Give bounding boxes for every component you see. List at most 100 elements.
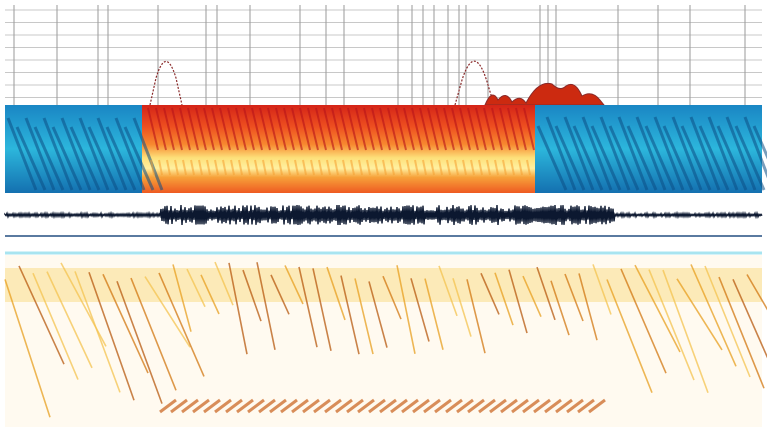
- hot-streak: [259, 107, 271, 151]
- cool-streak: [689, 116, 721, 191]
- spectro-streak-low: [170, 398, 188, 414]
- spectro-streak: [130, 277, 177, 391]
- spectro-streak-low: [214, 398, 232, 414]
- hot-streak: [323, 107, 335, 151]
- hot-streak: [406, 159, 411, 176]
- waveform-trace: [4, 204, 763, 226]
- hot-streak: [198, 159, 203, 176]
- cool-streak: [33, 126, 65, 191]
- hot-streak: [182, 159, 187, 176]
- spectro-streak: [186, 268, 206, 308]
- spectro-streak-low: [269, 398, 287, 414]
- hot-streak: [339, 107, 351, 151]
- spectro-streak: [4, 279, 51, 418]
- hot-streak: [286, 159, 291, 176]
- hot-streak: [443, 107, 455, 151]
- cool-streak: [536, 125, 568, 191]
- cool-streak: [725, 116, 757, 191]
- spectro-streak: [18, 265, 65, 365]
- hot-streak: [342, 159, 347, 176]
- cool-streak: [78, 117, 110, 191]
- hot-streak: [206, 159, 211, 176]
- spectrogram: [4, 255, 767, 427]
- cool-streak: [15, 126, 47, 191]
- spectro-streak: [410, 278, 430, 342]
- hot-streak: [190, 159, 195, 176]
- hot-streak: [147, 107, 159, 151]
- cool-streak: [51, 126, 83, 191]
- spectro-streak-low: [555, 398, 573, 414]
- hot-streak: [262, 159, 267, 176]
- envelope-peak: [454, 60, 495, 106]
- envelope-cluster: [484, 82, 606, 106]
- cool-streak: [581, 116, 613, 191]
- spectro-streak-low: [302, 398, 320, 414]
- spectro-streak-low: [324, 398, 342, 414]
- hot-streak: [243, 107, 255, 151]
- cool-streak: [96, 117, 128, 191]
- hot-streak: [438, 159, 443, 176]
- hot-streak: [334, 159, 339, 176]
- hot-streak: [174, 159, 179, 176]
- hot-streak: [195, 107, 207, 151]
- cool-streak: [617, 116, 649, 191]
- hot-streak: [374, 159, 379, 176]
- spectro-streak-low: [280, 398, 298, 414]
- hot-streak: [150, 159, 155, 176]
- hot-streak: [422, 159, 427, 176]
- hot-streak: [171, 107, 183, 151]
- spectro-streak: [606, 279, 653, 394]
- hot-streak: [203, 107, 215, 151]
- detector-plot-background: [5, 5, 762, 105]
- spectro-streak-low: [588, 398, 606, 414]
- hot-streak: [366, 159, 371, 176]
- spectrogram-streaks: [4, 261, 767, 418]
- cool-streak: [60, 117, 92, 191]
- activity-texture: [6, 107, 767, 191]
- spectro-streak: [214, 261, 234, 306]
- spectro-streak-low: [346, 398, 364, 414]
- spectro-streak: [354, 278, 374, 355]
- spectro-streak-low: [577, 398, 595, 414]
- spectro-streak: [116, 280, 163, 404]
- hot-streak: [499, 107, 511, 151]
- spectro-streak: [270, 274, 290, 315]
- spectrogram-band: [5, 268, 762, 302]
- hot-streak: [347, 107, 359, 151]
- spectro-streak-low: [247, 398, 265, 414]
- cool-streak: [132, 117, 164, 191]
- hot-streak: [179, 107, 191, 151]
- hot-streak: [419, 107, 431, 151]
- spectro-streak-low: [478, 398, 496, 414]
- spectro-streak: [676, 278, 723, 351]
- spectro-streak-low: [159, 398, 177, 414]
- hot-streak: [486, 159, 491, 176]
- hot-streak: [379, 107, 391, 151]
- spectro-streak-low: [533, 398, 551, 414]
- spectro-streak: [158, 272, 205, 377]
- spectro-streak: [382, 275, 402, 320]
- spectro-streak: [312, 268, 332, 351]
- active-segment: [142, 105, 535, 193]
- spectro-streak: [662, 269, 709, 394]
- hot-streak: [451, 107, 463, 151]
- spectro-streak-low: [225, 398, 243, 414]
- spectro-streak-low: [467, 398, 485, 414]
- spectro-streak: [550, 280, 570, 336]
- spectro-streak: [718, 276, 765, 389]
- spectro-streak-low: [181, 398, 199, 414]
- hot-streak: [246, 159, 251, 176]
- spectro-streak: [634, 264, 681, 353]
- hot-streak: [390, 159, 395, 176]
- hot-streak: [331, 107, 343, 151]
- hot-streak: [414, 159, 419, 176]
- hot-streak: [427, 107, 439, 151]
- cool-streak: [42, 117, 74, 191]
- spectro-streak: [578, 273, 598, 341]
- spectro-streak: [242, 269, 262, 322]
- spectro-streak-low: [313, 398, 331, 414]
- spectro-streak: [466, 279, 486, 354]
- spectro-streak: [228, 262, 248, 355]
- spectro-streak: [256, 262, 276, 350]
- hot-streak: [254, 159, 259, 176]
